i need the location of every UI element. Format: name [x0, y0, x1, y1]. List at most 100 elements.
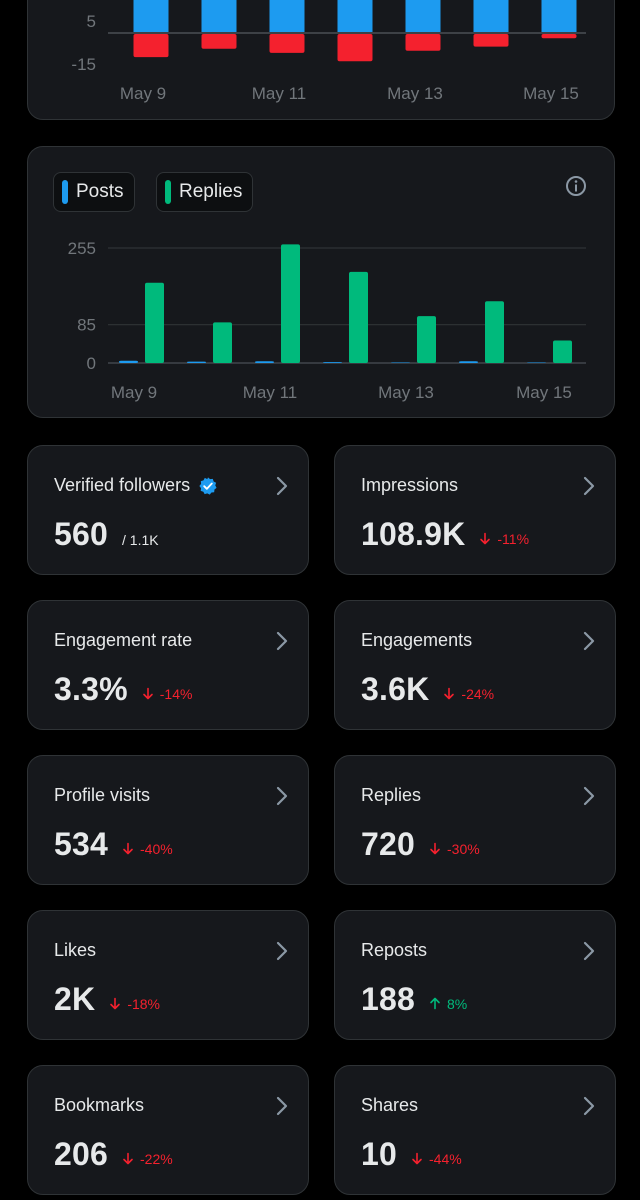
stat-value: 534 — [54, 826, 108, 862]
stat-value-row: 10 -44% — [361, 1136, 462, 1173]
positive-bar — [541, 0, 577, 32]
stat-card-likes[interactable]: Likes 2K -18% — [27, 910, 309, 1040]
stat-delta: -44% — [411, 1151, 462, 1167]
chevron-right-icon — [583, 941, 595, 961]
stat-value: 108.9K — [361, 516, 466, 552]
verified-badge-icon — [198, 476, 218, 496]
stat-value: 3.3% — [54, 671, 128, 707]
legend-replies[interactable]: Replies — [156, 172, 254, 212]
stat-delta: -40% — [122, 841, 173, 857]
y-tick-label: 255 — [68, 239, 96, 258]
stat-title: Replies — [361, 785, 422, 805]
stat-value: 720 — [361, 826, 415, 862]
stat-delta: -22% — [122, 1151, 173, 1167]
stat-card-profile-visits[interactable]: Profile visits 534 -40% — [27, 755, 309, 885]
replies-bar — [417, 316, 436, 363]
stat-value: 2K — [54, 981, 96, 1017]
stat-card-bookmarks[interactable]: Bookmarks 206 -22% — [27, 1065, 309, 1195]
stat-value: 560 — [54, 516, 108, 552]
x-tick-label: May 11 — [243, 383, 298, 402]
stat-value: 206 — [54, 1136, 108, 1172]
stat-card-engagements[interactable]: Engagements 3.6K -24% — [334, 600, 616, 730]
negative-bar — [133, 34, 169, 58]
positive-bar — [269, 0, 305, 32]
stat-value: 188 — [361, 981, 415, 1017]
posts-swatch — [62, 180, 68, 204]
posts-bar — [459, 361, 478, 363]
stat-title: Profile visits — [54, 785, 151, 805]
x-tick-label: May 15 — [516, 383, 572, 402]
stat-title: Engagement rate — [54, 630, 193, 650]
stat-card-engagement-rate[interactable]: Engagement rate 3.3% -14% — [27, 600, 309, 730]
replies-bar — [485, 301, 504, 363]
stat-delta: 8% — [429, 996, 467, 1012]
arrow-down-icon — [444, 687, 455, 700]
stat-card-replies[interactable]: Replies 720 -30% — [334, 755, 616, 885]
stat-delta: -14% — [142, 686, 192, 702]
replies-bar — [349, 271, 368, 363]
arrow-down-icon — [412, 1152, 422, 1165]
positive-bar — [405, 0, 441, 32]
stat-value-row: 560 / 1.1K — [54, 516, 159, 553]
net-change-chart-card: 5 -15 May 9 May 11 May 13 May 15 — [27, 0, 615, 120]
chevron-right-icon — [276, 1096, 288, 1116]
chevron-right-icon — [583, 786, 595, 806]
replies-bar — [145, 282, 164, 363]
stat-card-verified-followers[interactable]: Verified followers 560 / 1.1K — [27, 445, 309, 575]
y-tick-label: 5 — [87, 12, 96, 31]
arrow-up-icon — [430, 997, 440, 1010]
stat-card-shares[interactable]: Shares 10 -44% — [334, 1065, 616, 1195]
stat-title: Impressions — [361, 475, 459, 495]
x-tick-label: May 9 — [120, 84, 166, 103]
arrow-down-icon — [480, 532, 491, 545]
x-tick-label: May 13 — [387, 84, 443, 103]
replies-bar — [553, 340, 572, 363]
y-tick-label: -15 — [71, 55, 96, 74]
info-icon[interactable] — [565, 175, 587, 197]
stat-delta: -30% — [429, 841, 480, 857]
positive-bar — [473, 0, 509, 32]
net-change-chart: 5 -15 May 9 May 11 May 13 May 15 — [71, 0, 586, 103]
chevron-right-icon — [583, 631, 595, 651]
arrow-down-icon — [123, 842, 133, 855]
x-tick-label: May 13 — [378, 383, 434, 402]
negative-bar — [201, 34, 237, 49]
negative-bar — [337, 34, 373, 62]
stat-card-impressions[interactable]: Impressions 108.9K -11% — [334, 445, 616, 575]
positive-bar — [337, 0, 373, 32]
stat-title: Bookmarks — [54, 1095, 145, 1115]
negative-bar — [269, 34, 305, 53]
replies-bar — [213, 322, 232, 363]
positive-bar — [201, 0, 237, 32]
negative-bar — [541, 34, 577, 39]
posts-bar — [187, 361, 206, 363]
stat-delta: -18% — [109, 996, 160, 1012]
y-tick-label: 0 — [87, 354, 96, 373]
x-tick-label: May 15 — [523, 84, 579, 103]
stat-value-row: 3.3% -14% — [54, 671, 192, 708]
y-tick-label: 85 — [77, 316, 96, 335]
replies-swatch — [165, 180, 171, 204]
arrow-down-icon — [110, 997, 121, 1010]
arrow-down-icon — [123, 1152, 133, 1165]
legend-posts-label: Posts — [76, 181, 124, 202]
chevron-right-icon — [583, 476, 595, 496]
stat-value-row: 720 -30% — [361, 826, 480, 863]
stat-title: Shares — [361, 1095, 419, 1115]
posts-bar — [323, 362, 342, 363]
stat-value-row: 534 -40% — [54, 826, 173, 863]
stat-card-reposts[interactable]: Reposts 188 8% — [334, 910, 616, 1040]
negative-bar — [473, 34, 509, 47]
stat-value: 10 — [361, 1136, 397, 1172]
legend-posts[interactable]: Posts — [53, 172, 135, 212]
chevron-right-icon — [276, 786, 288, 806]
stat-title: Likes — [54, 940, 97, 960]
stat-value-row: 3.6K -24% — [361, 671, 494, 708]
arrow-down-icon — [430, 842, 440, 855]
stat-title: Verified followers — [54, 475, 218, 496]
x-tick-label: May 11 — [252, 84, 307, 103]
stat-value-row: 108.9K -11% — [361, 516, 529, 553]
positive-bar — [133, 0, 169, 32]
stat-total: / 1.1K — [122, 532, 159, 548]
chevron-right-icon — [276, 941, 288, 961]
